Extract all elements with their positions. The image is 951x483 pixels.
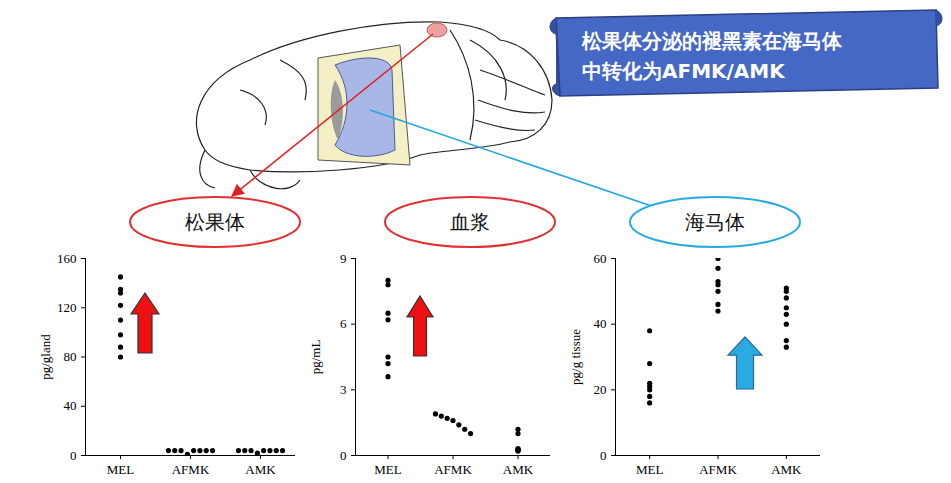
svg-text:AMK: AMK xyxy=(503,462,534,477)
svg-text:AFMK: AFMK xyxy=(699,462,737,477)
svg-text:松果体: 松果体 xyxy=(185,210,245,234)
svg-text:MEL: MEL xyxy=(636,462,664,477)
svg-text:60: 60 xyxy=(594,251,607,266)
svg-text:80: 80 xyxy=(64,349,77,364)
svg-text:中转化为AFMK/AMK: 中转化为AFMK/AMK xyxy=(582,59,786,83)
svg-text:160: 160 xyxy=(57,251,77,266)
svg-text:AFMK: AFMK xyxy=(434,462,472,477)
svg-text:AMK: AMK xyxy=(245,462,276,477)
svg-text:pg/g tissue: pg/g tissue xyxy=(568,329,583,385)
svg-text:20: 20 xyxy=(594,382,607,397)
svg-text:海马体: 海马体 xyxy=(685,210,745,234)
svg-text:AFMK: AFMK xyxy=(172,462,210,477)
svg-text:pg/gland: pg/gland xyxy=(38,334,53,380)
svg-text:MEL: MEL xyxy=(374,462,402,477)
svg-text:0: 0 xyxy=(340,448,347,463)
svg-text:40: 40 xyxy=(594,316,607,331)
svg-text:松果体分泌的褪黑素在海马体: 松果体分泌的褪黑素在海马体 xyxy=(581,29,843,53)
svg-text:40: 40 xyxy=(64,398,77,413)
svg-text:0: 0 xyxy=(600,448,607,463)
svg-text:6: 6 xyxy=(340,316,347,331)
svg-text:0: 0 xyxy=(70,448,77,463)
svg-text:血浆: 血浆 xyxy=(450,210,490,234)
svg-text:9: 9 xyxy=(340,251,347,266)
svg-text:AMK: AMK xyxy=(771,462,802,477)
svg-text:3: 3 xyxy=(340,382,347,397)
svg-text:pg/mL: pg/mL xyxy=(308,340,323,375)
svg-text:MEL: MEL xyxy=(107,462,135,477)
svg-text:120: 120 xyxy=(57,300,77,315)
